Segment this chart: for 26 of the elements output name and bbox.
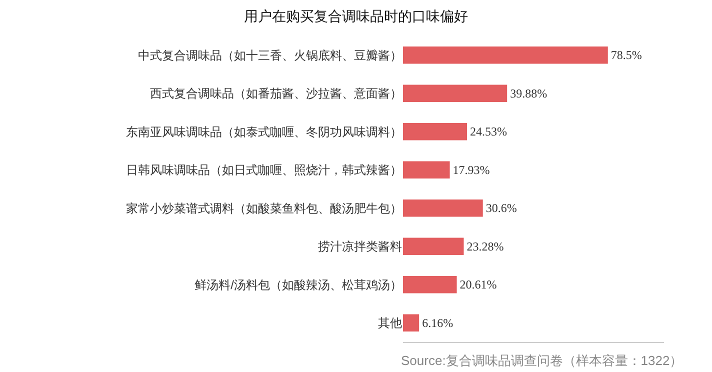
y-tick-label: 中式复合调味品（如十三香、火锅底料、豆瓣酱） xyxy=(138,48,402,62)
data-label: 30.6% xyxy=(486,201,517,216)
data-label: 23.28% xyxy=(466,239,504,254)
data-label: 6.16% xyxy=(422,316,454,330)
source-note: Source:复合调味品调查问卷（样本容量：1322） xyxy=(401,353,683,368)
data-label: 17.93% xyxy=(452,162,490,177)
chart-title: 用户在购买复合调味品时的口味偏好 xyxy=(244,8,468,24)
bar xyxy=(403,276,457,294)
y-tick-label: 其他 xyxy=(378,316,402,330)
y-tick-label: 西式复合调味品（如番茄酱、沙拉酱、意面酱） xyxy=(150,86,402,101)
y-tick-label: 家常小炒菜谱式调料（如酸菜鱼料包、酸汤肥牛包） xyxy=(126,201,402,216)
y-tick-label: 鲜汤料/汤料包（如酸辣汤、松茸鸡汤） xyxy=(194,278,402,292)
bar xyxy=(403,238,464,255)
bar xyxy=(403,84,508,102)
bar xyxy=(403,46,608,64)
data-label: 20.61% xyxy=(460,278,497,292)
data-label: 39.88% xyxy=(510,86,548,100)
y-tick-label: 捞汁凉拌类酱料 xyxy=(318,240,402,254)
data-label: 24.53% xyxy=(470,124,508,139)
bar xyxy=(403,161,450,178)
y-tick-label: 日韩风味调味品（如日式咖喱、照烧汁，韩式辣酱） xyxy=(126,163,402,178)
y-tick-label: 东南亚风味调味品（如泰式咖喱、冬阴功风味调料） xyxy=(126,124,402,139)
bar xyxy=(403,200,483,217)
bar xyxy=(403,314,420,332)
bar xyxy=(403,123,468,140)
data-label: 78.5% xyxy=(610,48,642,62)
